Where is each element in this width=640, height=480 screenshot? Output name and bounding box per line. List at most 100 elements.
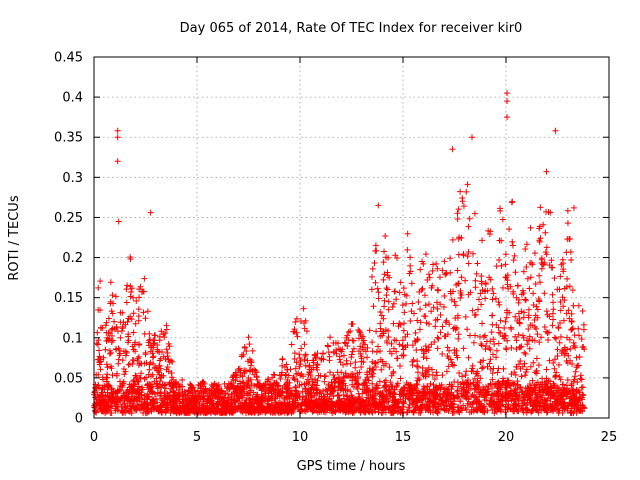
data-point xyxy=(166,395,173,402)
data-point xyxy=(102,392,109,399)
data-point xyxy=(540,221,547,228)
data-point xyxy=(335,397,342,404)
data-point xyxy=(368,371,375,378)
data-point xyxy=(355,390,362,397)
data-point xyxy=(99,399,106,406)
data-point xyxy=(472,385,479,392)
data-point xyxy=(547,378,554,385)
data-point xyxy=(364,394,371,401)
data-point xyxy=(107,279,114,286)
data-point xyxy=(207,396,214,403)
data-point xyxy=(386,348,393,355)
data-point xyxy=(187,382,194,389)
data-point xyxy=(485,227,492,234)
data-point xyxy=(116,346,123,353)
data-point xyxy=(164,364,171,371)
data-point xyxy=(381,379,388,386)
data-point xyxy=(493,321,500,328)
data-point xyxy=(475,400,482,407)
data-point xyxy=(332,400,339,407)
data-point xyxy=(415,299,422,306)
data-point xyxy=(212,388,219,395)
data-point xyxy=(477,375,484,382)
data-point xyxy=(527,224,534,231)
data-point xyxy=(414,390,421,397)
data-point xyxy=(169,358,176,365)
data-point xyxy=(496,257,503,264)
data-point xyxy=(294,333,301,340)
data-point xyxy=(163,326,170,333)
data-point xyxy=(150,397,157,404)
data-point xyxy=(279,355,286,362)
data-point xyxy=(407,262,414,269)
data-point xyxy=(380,362,387,369)
data-point xyxy=(422,373,429,380)
data-point xyxy=(560,268,567,275)
data-point xyxy=(372,364,379,371)
data-point xyxy=(553,335,560,342)
data-point xyxy=(522,402,529,409)
data-point xyxy=(356,402,363,409)
data-point xyxy=(132,348,139,355)
data-point xyxy=(478,365,485,372)
data-point xyxy=(242,368,249,375)
data-point xyxy=(464,381,471,388)
data-point xyxy=(551,356,558,363)
data-point xyxy=(295,402,302,409)
data-point xyxy=(435,287,442,294)
data-point xyxy=(524,384,531,391)
data-point xyxy=(102,322,109,329)
data-point xyxy=(114,158,121,165)
data-point xyxy=(122,368,129,375)
data-point xyxy=(419,402,426,409)
data-point xyxy=(384,269,391,276)
data-point xyxy=(418,397,425,404)
data-point xyxy=(513,337,520,344)
data-point xyxy=(210,400,217,407)
data-point xyxy=(340,352,347,359)
data-point xyxy=(478,301,485,308)
data-point xyxy=(564,236,571,243)
data-point xyxy=(301,381,308,388)
data-point xyxy=(507,405,514,412)
data-point xyxy=(363,401,370,408)
data-point xyxy=(360,337,367,344)
data-point xyxy=(290,328,297,335)
data-point xyxy=(348,354,355,361)
data-point xyxy=(538,407,545,414)
data-point xyxy=(545,337,552,344)
data-point xyxy=(527,363,534,370)
data-point xyxy=(154,380,161,387)
data-point xyxy=(442,319,449,326)
data-point xyxy=(381,303,388,310)
data-point xyxy=(350,373,357,380)
data-point xyxy=(549,291,556,298)
data-point xyxy=(463,384,470,391)
data-point xyxy=(487,366,494,373)
data-point xyxy=(487,397,494,404)
data-point xyxy=(559,390,566,397)
data-point xyxy=(128,410,135,417)
data-point xyxy=(104,371,111,378)
data-point xyxy=(400,327,407,334)
data-point xyxy=(208,399,215,406)
data-point xyxy=(537,204,544,211)
data-point xyxy=(489,285,496,292)
data-point xyxy=(285,372,292,379)
data-point xyxy=(552,127,559,134)
data-point xyxy=(373,349,380,356)
data-point xyxy=(151,402,158,409)
data-point xyxy=(187,381,194,388)
data-point xyxy=(405,404,412,411)
data-point xyxy=(472,277,479,284)
data-point xyxy=(359,386,366,393)
data-point xyxy=(534,406,541,413)
data-point xyxy=(241,344,248,351)
data-point xyxy=(463,188,470,195)
data-point xyxy=(251,366,258,373)
data-point xyxy=(426,344,433,351)
data-point xyxy=(127,293,134,300)
data-point xyxy=(446,347,453,354)
data-point xyxy=(469,362,476,369)
data-point xyxy=(179,393,186,400)
